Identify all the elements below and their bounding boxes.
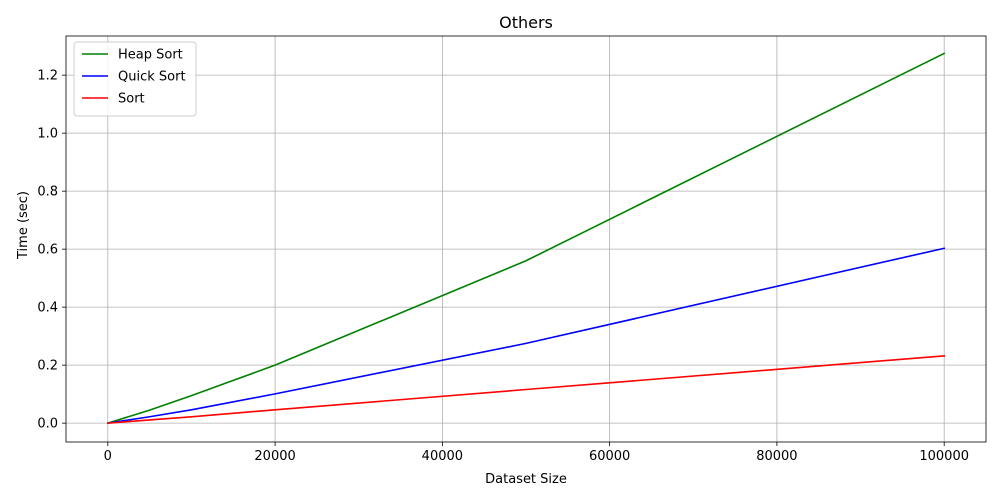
x-tick-label: 80000 [756, 449, 797, 464]
y-axis-label: Time (sec) [16, 191, 31, 260]
x-tick-label: 60000 [589, 449, 630, 464]
y-tick-label: 1.2 [37, 69, 58, 84]
chart-title: Others [499, 13, 553, 32]
x-tick-label: 20000 [254, 449, 295, 464]
plot-area: 0 20000 40000 60000 80000 100000 0.0 0.2 0.4 0.6 0… [37, 35, 987, 464]
y-tick-label: 0.6 [37, 243, 58, 258]
legend-label-quick-sort: Quick Sort [118, 70, 186, 85]
y-tick-label: 0.2 [37, 359, 58, 374]
series-line-quick-sort [106, 247, 946, 425]
y-tick-label: 0.8 [37, 185, 58, 200]
axes-frame [65, 35, 987, 443]
y-tick-label: 0.0 [37, 417, 58, 432]
series-line-heap-sort [106, 52, 946, 425]
x-tick-label: 0 [104, 449, 112, 464]
y-tick-label: 1.0 [37, 127, 58, 142]
legend-label-heap-sort: Heap Sort [118, 48, 183, 63]
x-axis-label: Dataset Size [485, 472, 567, 487]
legend-label-sort: Sort [118, 92, 145, 107]
x-tick-label: 40000 [422, 449, 463, 464]
y-tick-label: 0.4 [37, 301, 58, 316]
series-line-sort [106, 355, 946, 425]
x-tick-label: 100000 [919, 449, 969, 464]
